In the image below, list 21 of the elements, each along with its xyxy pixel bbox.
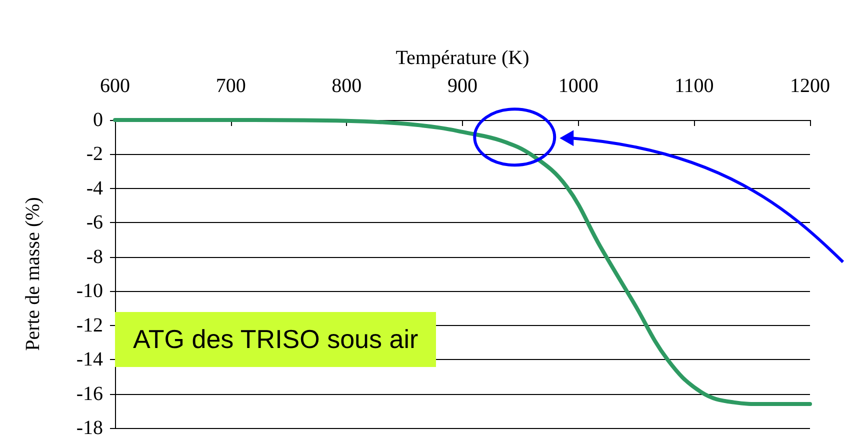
x-tick-label: 1200	[790, 75, 830, 97]
annotation: ATG des TRISO sous air	[115, 312, 436, 367]
y-tick-label: -2	[86, 143, 103, 166]
line-series	[113, 118, 812, 406]
y-tick-label: -12	[76, 314, 103, 336]
y-tick-label: -4	[86, 177, 103, 200]
y-tick-label: -16	[76, 382, 103, 405]
y-tick-label: 0	[93, 109, 103, 131]
y-tick-label: -14	[76, 348, 103, 371]
x-axis-title: Température (K)	[396, 47, 530, 69]
y-tick-label: -10	[76, 280, 103, 302]
y-axis-title: Perte de masse (%)	[22, 197, 44, 351]
x-tick-label: 600	[100, 75, 130, 97]
x-tick-label: 800	[332, 75, 362, 97]
y-tick-label: -8	[86, 246, 103, 268]
x-tick-label: 1100	[674, 75, 714, 97]
x-tick-label: 900	[448, 75, 478, 97]
y-tick-label: -18	[76, 417, 103, 439]
x-tick-label: 1000	[558, 75, 598, 97]
y-tick-label: -6	[86, 212, 103, 234]
x-tick-label: 700	[216, 75, 246, 97]
